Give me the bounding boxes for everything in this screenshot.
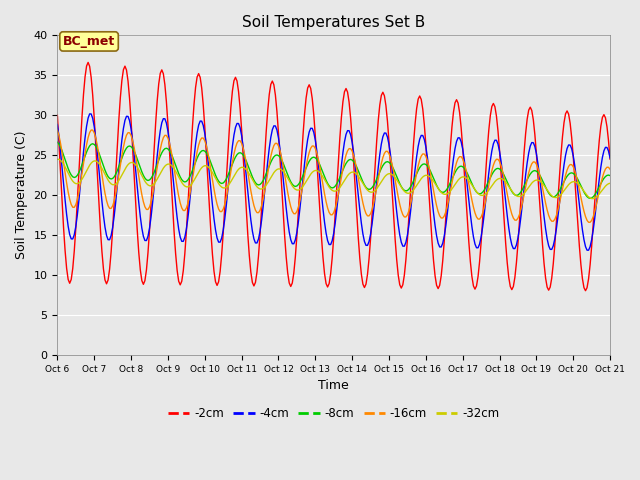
X-axis label: Time: Time: [318, 379, 349, 392]
-32cm: [156, 170, 164, 176]
-4cm: [54, 121, 61, 127]
-16cm: [586, 219, 594, 225]
Legend: -2cm, -4cm, -8cm, -16cm, -32cm: -2cm, -4cm, -8cm, -16cm, -32cm: [163, 402, 504, 425]
-2cm: [582, 288, 589, 294]
-32cm: [606, 180, 614, 186]
Title: Soil Temperatures Set B: Soil Temperatures Set B: [242, 15, 426, 30]
-2cm: [388, 188, 396, 193]
Y-axis label: Soil Temperature (C): Soil Temperature (C): [15, 131, 28, 259]
-4cm: [158, 120, 166, 126]
-8cm: [69, 174, 77, 180]
-4cm: [370, 208, 378, 214]
-2cm: [84, 60, 92, 65]
-32cm: [69, 178, 77, 184]
-16cm: [54, 127, 61, 133]
-4cm: [388, 165, 396, 171]
-2cm: [69, 265, 77, 271]
-32cm: [399, 187, 406, 192]
-8cm: [368, 185, 376, 191]
Line: -2cm: -2cm: [58, 62, 610, 291]
-8cm: [586, 195, 594, 201]
-2cm: [54, 112, 61, 118]
-16cm: [388, 161, 396, 167]
-4cm: [86, 111, 93, 117]
-8cm: [156, 153, 164, 159]
-16cm: [158, 140, 166, 145]
-2cm: [370, 187, 378, 192]
-4cm: [401, 243, 408, 249]
-16cm: [401, 214, 408, 220]
-2cm: [158, 67, 166, 73]
-4cm: [606, 155, 614, 161]
-4cm: [69, 236, 77, 242]
Text: BC_met: BC_met: [63, 35, 115, 48]
Line: -16cm: -16cm: [58, 130, 610, 222]
-32cm: [54, 156, 61, 162]
-8cm: [387, 161, 394, 167]
-8cm: [399, 186, 406, 192]
-16cm: [540, 193, 548, 199]
-8cm: [606, 173, 614, 179]
-2cm: [401, 272, 408, 278]
-32cm: [539, 180, 547, 186]
-16cm: [370, 201, 378, 206]
-16cm: [87, 127, 95, 133]
-32cm: [589, 196, 597, 202]
-16cm: [69, 204, 77, 210]
-4cm: [585, 247, 593, 253]
-32cm: [387, 171, 394, 177]
-2cm: [540, 261, 548, 266]
-2cm: [606, 156, 614, 162]
-16cm: [606, 167, 614, 172]
-8cm: [54, 139, 61, 145]
-8cm: [539, 178, 547, 183]
Line: -32cm: -32cm: [58, 159, 610, 199]
-32cm: [368, 189, 376, 195]
Line: -8cm: -8cm: [58, 142, 610, 198]
Line: -4cm: -4cm: [58, 114, 610, 250]
-4cm: [540, 214, 548, 220]
